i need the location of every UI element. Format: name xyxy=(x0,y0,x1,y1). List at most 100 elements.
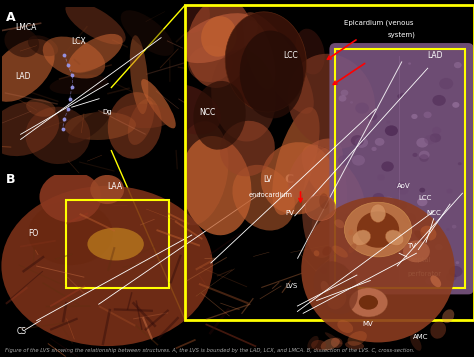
Ellipse shape xyxy=(350,101,353,104)
Ellipse shape xyxy=(446,228,450,231)
Ellipse shape xyxy=(4,27,39,57)
Ellipse shape xyxy=(351,245,364,255)
Ellipse shape xyxy=(372,147,377,151)
Ellipse shape xyxy=(432,127,441,134)
Ellipse shape xyxy=(155,84,221,135)
Ellipse shape xyxy=(442,309,454,323)
Ellipse shape xyxy=(314,250,319,256)
Ellipse shape xyxy=(458,162,462,165)
Ellipse shape xyxy=(28,35,58,56)
Ellipse shape xyxy=(261,142,334,215)
Ellipse shape xyxy=(68,34,123,73)
Ellipse shape xyxy=(321,268,327,273)
Ellipse shape xyxy=(305,195,336,221)
Ellipse shape xyxy=(90,175,124,204)
Ellipse shape xyxy=(314,261,358,315)
Ellipse shape xyxy=(424,135,436,144)
Ellipse shape xyxy=(430,321,446,339)
Ellipse shape xyxy=(375,138,384,146)
Ellipse shape xyxy=(302,147,347,258)
Text: LAD: LAD xyxy=(15,72,31,81)
Ellipse shape xyxy=(430,276,441,287)
Ellipse shape xyxy=(331,337,343,348)
Ellipse shape xyxy=(338,264,346,270)
Text: perforator: perforator xyxy=(408,271,441,277)
Ellipse shape xyxy=(452,102,459,108)
Ellipse shape xyxy=(410,334,421,351)
Ellipse shape xyxy=(128,99,154,145)
Text: LCX: LCX xyxy=(72,36,86,46)
Ellipse shape xyxy=(141,79,176,129)
Ellipse shape xyxy=(419,188,425,192)
Ellipse shape xyxy=(65,112,136,140)
Ellipse shape xyxy=(338,155,351,166)
Ellipse shape xyxy=(65,2,126,44)
Ellipse shape xyxy=(449,266,463,277)
Ellipse shape xyxy=(325,332,342,345)
Ellipse shape xyxy=(232,165,295,231)
Ellipse shape xyxy=(0,102,59,156)
Ellipse shape xyxy=(435,244,443,250)
Ellipse shape xyxy=(188,45,233,82)
Ellipse shape xyxy=(397,94,402,99)
Ellipse shape xyxy=(327,289,346,310)
Ellipse shape xyxy=(337,320,353,333)
Ellipse shape xyxy=(225,12,307,112)
Ellipse shape xyxy=(454,62,462,68)
Ellipse shape xyxy=(383,197,394,206)
Ellipse shape xyxy=(321,338,340,350)
Ellipse shape xyxy=(181,136,252,235)
Ellipse shape xyxy=(381,161,394,172)
Ellipse shape xyxy=(50,75,108,94)
Ellipse shape xyxy=(420,226,437,241)
Ellipse shape xyxy=(240,31,303,119)
Text: PV: PV xyxy=(286,210,295,216)
Ellipse shape xyxy=(295,29,325,74)
Ellipse shape xyxy=(342,228,355,239)
Text: TV: TV xyxy=(407,243,416,249)
Ellipse shape xyxy=(425,278,433,285)
Ellipse shape xyxy=(288,139,343,200)
Ellipse shape xyxy=(400,242,408,249)
Ellipse shape xyxy=(424,111,432,118)
Ellipse shape xyxy=(378,227,387,235)
Ellipse shape xyxy=(355,102,369,114)
Ellipse shape xyxy=(187,0,253,88)
Ellipse shape xyxy=(301,197,455,342)
Ellipse shape xyxy=(412,153,418,157)
Ellipse shape xyxy=(288,54,375,149)
Text: Epicardium (venous: Epicardium (venous xyxy=(344,19,413,26)
Ellipse shape xyxy=(377,174,385,181)
Ellipse shape xyxy=(311,215,318,231)
Ellipse shape xyxy=(0,39,55,102)
Ellipse shape xyxy=(308,336,319,350)
Ellipse shape xyxy=(399,202,407,209)
Ellipse shape xyxy=(385,125,398,136)
Ellipse shape xyxy=(26,99,55,117)
Ellipse shape xyxy=(385,230,404,246)
Ellipse shape xyxy=(243,12,314,114)
Text: LAD: LAD xyxy=(428,51,443,60)
Ellipse shape xyxy=(416,138,428,147)
Text: AMC: AMC xyxy=(412,334,428,340)
Ellipse shape xyxy=(341,90,348,96)
Ellipse shape xyxy=(121,10,174,56)
Ellipse shape xyxy=(417,269,423,273)
Ellipse shape xyxy=(68,110,110,143)
Ellipse shape xyxy=(43,36,105,79)
Ellipse shape xyxy=(452,225,456,228)
Text: B: B xyxy=(6,173,15,186)
Ellipse shape xyxy=(419,154,428,162)
Ellipse shape xyxy=(332,246,348,258)
Ellipse shape xyxy=(447,188,453,193)
Ellipse shape xyxy=(348,243,356,253)
Ellipse shape xyxy=(320,281,330,294)
Ellipse shape xyxy=(177,13,258,63)
Ellipse shape xyxy=(403,241,430,262)
Ellipse shape xyxy=(439,78,453,89)
Text: LVS: LVS xyxy=(286,283,298,289)
Ellipse shape xyxy=(87,228,144,261)
Text: endocardium: endocardium xyxy=(248,192,292,198)
Ellipse shape xyxy=(319,193,329,209)
Ellipse shape xyxy=(446,273,456,281)
